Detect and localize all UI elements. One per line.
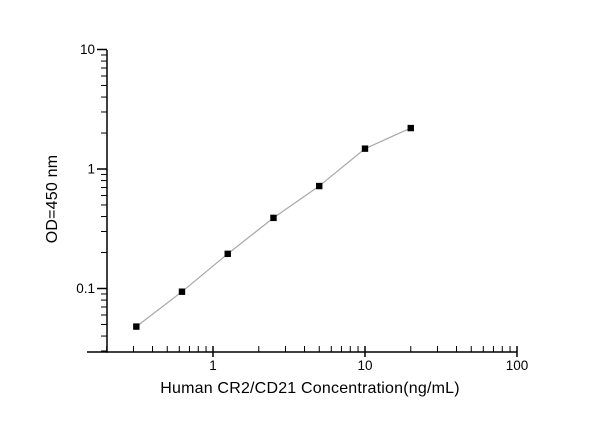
data-point-marker bbox=[407, 124, 414, 132]
y-axis-title: OD=450 nm bbox=[44, 154, 61, 244]
standard-curve-line bbox=[135, 127, 412, 328]
y-tick-label: 0.1 bbox=[76, 281, 95, 296]
x-tick-label: 100 bbox=[506, 358, 529, 373]
data-point-marker bbox=[270, 214, 277, 222]
x-tick-label: 1 bbox=[209, 358, 217, 373]
x-tick-label: 10 bbox=[357, 358, 372, 373]
x-axis-title: Human CR2/CD21 Concentration(ng/mL) bbox=[160, 380, 460, 397]
data-point-marker bbox=[316, 182, 323, 190]
data-point-marker bbox=[178, 288, 186, 295]
data-point-marker bbox=[361, 145, 369, 152]
y-tick-label: 1 bbox=[87, 162, 95, 177]
data-point-marker bbox=[133, 323, 140, 330]
y-tick-label: 10 bbox=[80, 42, 95, 57]
data-point-marker bbox=[224, 250, 231, 258]
